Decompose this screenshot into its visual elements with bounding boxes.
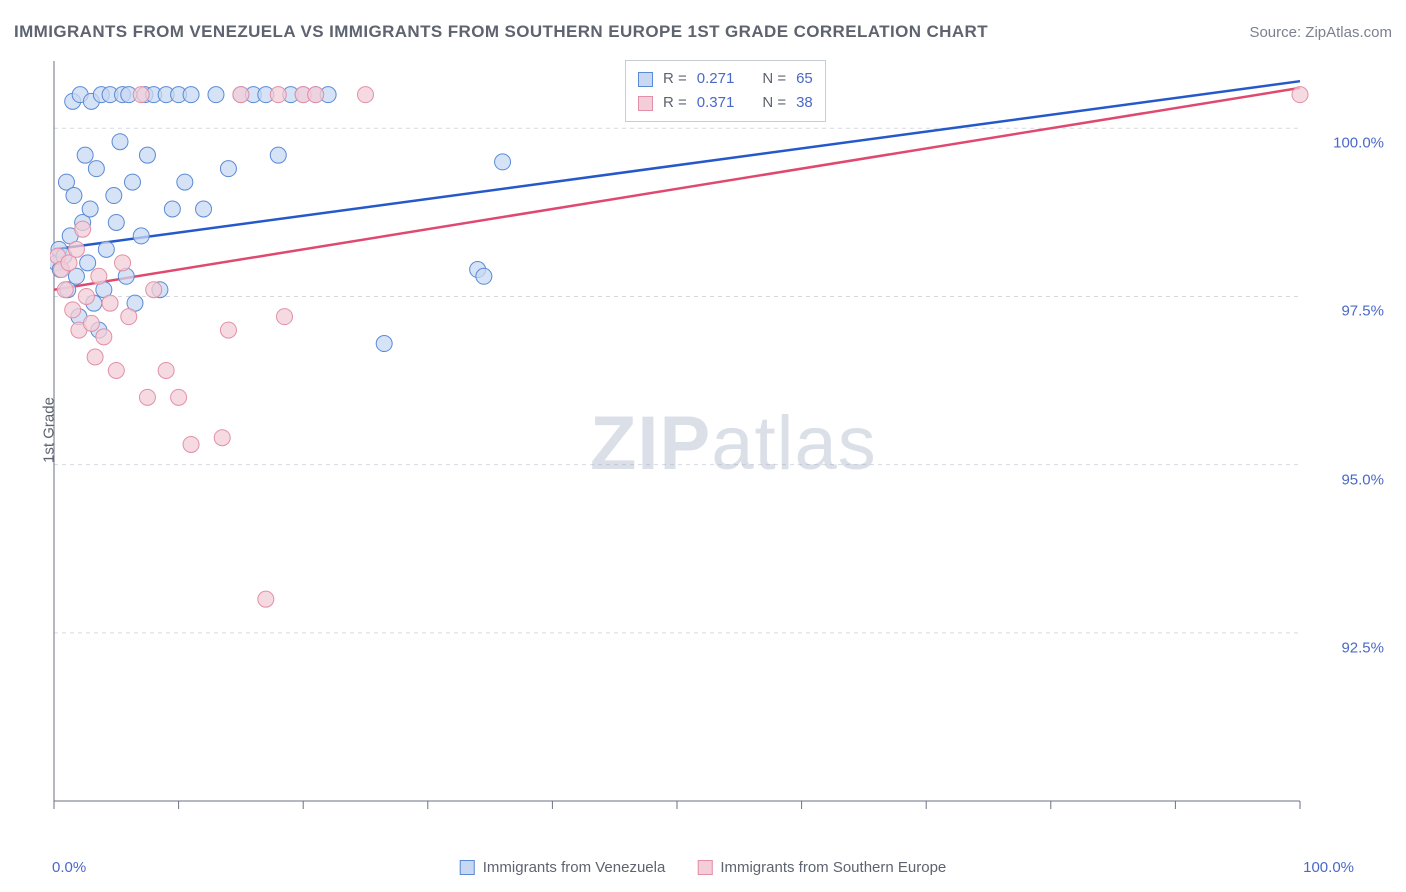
chart-source: Source: ZipAtlas.com (1249, 24, 1392, 41)
x-axis-footer: 0.0% Immigrants from Venezuela Immigrant… (0, 859, 1406, 876)
legend-row: R = 0.371 N = 38 (638, 91, 813, 115)
x-min-label: 0.0% (52, 859, 86, 876)
swatch-icon (697, 860, 712, 875)
legend-row: R = 0.271 N = 65 (638, 67, 813, 91)
y-tick-label: 95.0% (1314, 471, 1384, 488)
x-max-label: 100.0% (1303, 859, 1354, 876)
chart-title: IMMIGRANTS FROM VENEZUELA VS IMMIGRANTS … (14, 22, 988, 42)
series-legend: Immigrants from Venezuela Immigrants fro… (460, 859, 947, 876)
swatch-icon (460, 860, 475, 875)
y-tick-label: 97.5% (1314, 303, 1384, 320)
legend-item: Immigrants from Venezuela (460, 859, 666, 876)
y-tick-label: 92.5% (1314, 639, 1384, 656)
plot-area: 92.5%95.0%97.5%100.0% ZIPatlas R = 0.271… (50, 55, 1390, 815)
y-tick-label: 100.0% (1314, 135, 1384, 152)
swatch-icon (638, 72, 653, 87)
correlation-legend: R = 0.271 N = 65 R = 0.371 N = 38 (625, 60, 826, 122)
swatch-icon (638, 96, 653, 111)
legend-item: Immigrants from Southern Europe (697, 859, 946, 876)
chart-svg (50, 55, 1390, 815)
